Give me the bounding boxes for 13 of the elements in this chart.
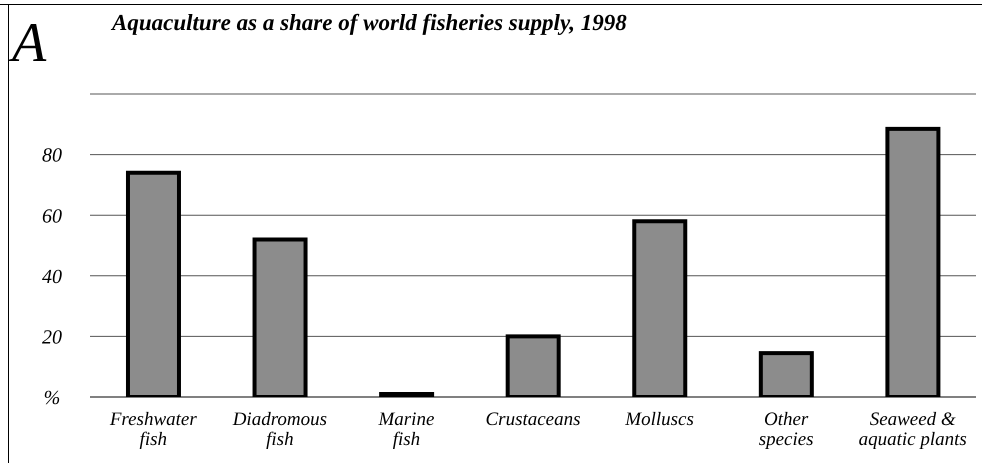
x-tick-label: Freshwater fish <box>108 409 198 450</box>
x-tick-label: Seaweed & aquatic plants <box>858 409 967 450</box>
y-tick-label: 20 <box>42 326 62 348</box>
x-tick-label: Other species <box>758 409 814 450</box>
y-tick-label: % <box>44 387 60 410</box>
y-tick-label: 80 <box>42 144 62 167</box>
x-tick-label: Crustaceans <box>486 409 580 430</box>
x-tick-label: Marine fish <box>377 409 434 450</box>
y-tick-label: 40 <box>42 266 62 288</box>
x-tick-label: Diadromous fish <box>232 409 328 450</box>
chart-title: Aquaculture as a share of world fisheries supply, 1998 <box>112 10 627 36</box>
x-tick-label: Molluscs <box>624 409 694 430</box>
y-tick-label: 60 <box>42 205 62 228</box>
